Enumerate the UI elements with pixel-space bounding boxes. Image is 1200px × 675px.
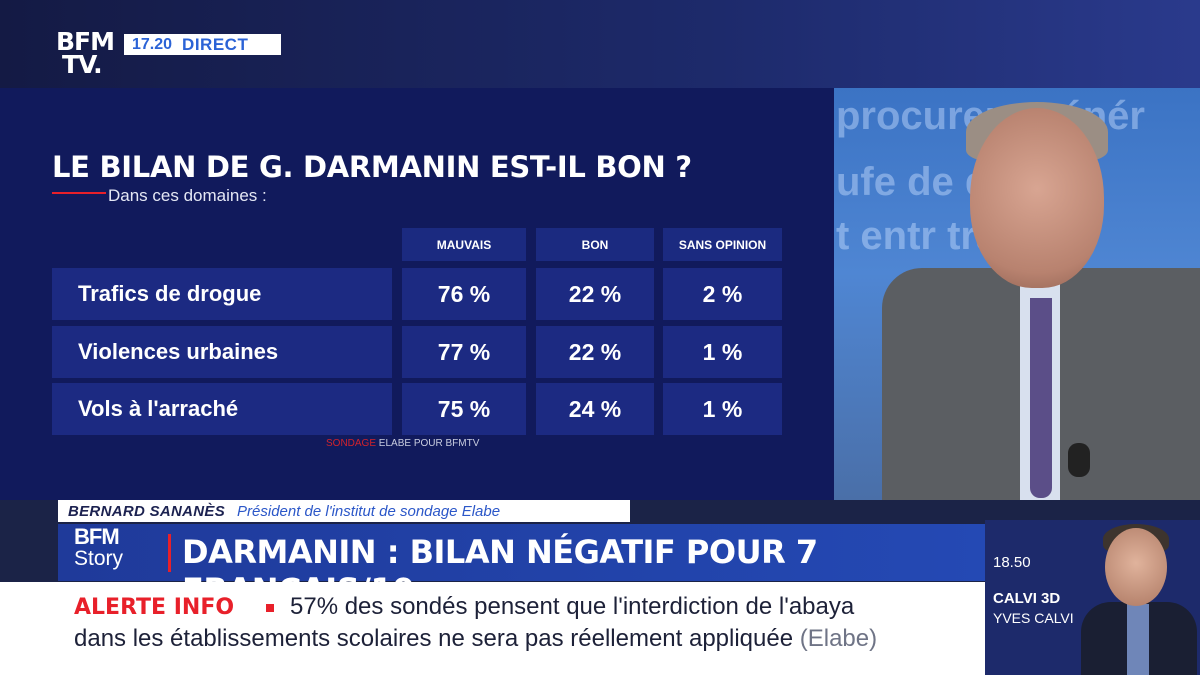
alert-source: (Elabe) — [799, 625, 878, 652]
news-ticker: ALERTE INFO 57% des sondés pensent que l… — [0, 582, 985, 675]
alert-label: ALERTE INFO — [74, 595, 235, 620]
title-rule — [52, 192, 106, 194]
source-prefix: SONDAGE — [326, 438, 377, 449]
promo-host-head — [1105, 528, 1167, 606]
poll-source: SONDAGE ELABE POUR BFMTV — [326, 438, 479, 449]
clock-time: 17.20 — [132, 35, 173, 53]
alert-text-line1: 57% des sondés pensent que l'interdictio… — [290, 593, 855, 620]
next-show-promo: 18.50 CALVI 3D YVES CALVI — [985, 520, 1200, 675]
poll-title: LE BILAN DE G. DARMANIN EST-IL BON ? — [52, 150, 692, 184]
microphone-icon — [1068, 443, 1090, 477]
promo-host-shirt — [1127, 604, 1149, 675]
studio-shot: procureur génér ufe de d 2017, t entr tr… — [834, 88, 1200, 500]
logo-line2: TV. — [62, 50, 103, 79]
speaker-role: Président de l'institut de sondage Elabe — [237, 502, 501, 520]
channel-logo: BFM TV. — [56, 27, 115, 79]
table-cell: 76 % — [402, 268, 526, 320]
speaker-name: BERNARD SANANÈS — [68, 502, 226, 520]
alert-text-line2: dans les établissements scolaires ne ser… — [74, 625, 877, 653]
top-bar: BFM TV. 17.20 DIRECT — [0, 0, 1200, 88]
story-logo-bottom: Story — [74, 547, 124, 570]
speaker-name-bar: BERNARD SANANÈS Président de l'institut … — [58, 500, 630, 522]
poll-panel: LE BILAN DE G. DARMANIN EST-IL BON ? Dan… — [0, 88, 834, 500]
promo-host: YVES CALVI — [993, 610, 1074, 626]
table-cell: 1 % — [663, 383, 782, 435]
live-label: DIRECT — [182, 34, 249, 54]
poll-subtitle: Dans ces domaines : — [108, 186, 267, 205]
alert-square-icon — [266, 604, 274, 612]
promo-host-photo — [1081, 524, 1197, 675]
presenter — [882, 102, 1200, 500]
column-header-mauvais: MAUVAIS — [402, 228, 526, 261]
promo-time: 18.50 — [993, 554, 1031, 571]
source-rest: ELABE POUR BFMTV — [376, 438, 480, 449]
table-cell: 1 % — [663, 326, 782, 378]
row-label: Vols à l'arraché — [52, 383, 392, 435]
presenter-head — [970, 108, 1104, 288]
table-cell: 77 % — [402, 326, 526, 378]
clock-box: 17.20 DIRECT — [124, 34, 281, 55]
table-cell: 24 % — [536, 383, 654, 435]
promo-title: CALVI 3D — [993, 590, 1061, 607]
logo-line1: BFM — [56, 27, 115, 56]
bfm-story-logo: BFM Story — [74, 526, 123, 570]
table-cell: 75 % — [402, 383, 526, 435]
column-header-sans-opinion: SANS OPINION — [663, 228, 782, 261]
presenter-tie — [1030, 298, 1052, 498]
alert-text-line2-body: dans les établissements scolaires ne ser… — [74, 625, 794, 652]
column-header-bon: BON — [536, 228, 654, 261]
table-cell: 22 % — [536, 326, 654, 378]
table-cell: 2 % — [663, 268, 782, 320]
row-label: Violences urbaines — [52, 326, 392, 378]
headline-bar: BFM Story DARMANIN : BILAN NÉGATIF POUR … — [58, 524, 985, 609]
headline-separator — [168, 534, 171, 572]
story-logo-top: BFM — [74, 524, 120, 549]
table-cell: 22 % — [536, 268, 654, 320]
row-label: Trafics de drogue — [52, 268, 392, 320]
